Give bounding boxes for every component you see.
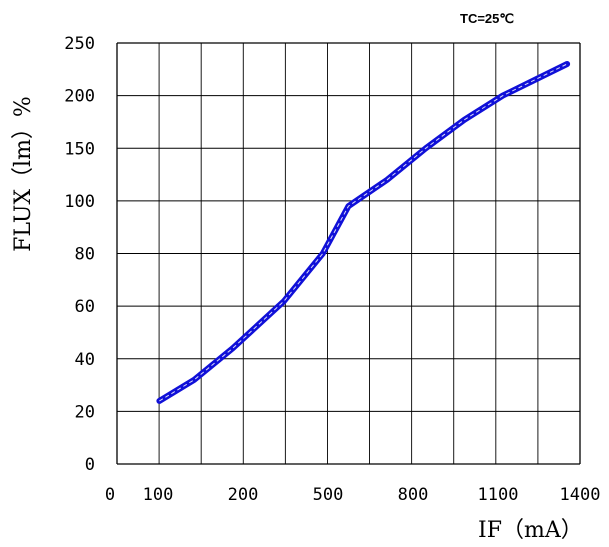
tc-annotation: TC=25℃ [460,11,514,26]
x-tick-label: 100 [143,485,174,505]
x-tick-label: 0 [105,485,115,505]
y-tick-label: 40 [75,350,95,370]
y-tick-label: 0 [85,455,95,475]
x-tick-label: 1400 [560,485,601,505]
x-tick-label: 800 [398,485,429,505]
x-tick-label: 500 [313,485,344,505]
y-axis-title: FLUX（lm）% [11,96,36,252]
series-layer [156,61,571,404]
x-axis-title: IF（mA） [478,518,583,543]
series-line-highlight [159,63,568,402]
y-tick-label: 60 [75,297,95,317]
x-tick-label: 1100 [478,485,519,505]
grid-layer [116,42,581,465]
x-tick-label: 200 [228,485,259,505]
y-tick-label: 20 [75,402,95,422]
y-tick-label: 100 [64,192,95,212]
y-tick-label: 80 [75,245,95,265]
series-line [156,61,571,404]
y-tick-label: 200 [64,87,95,107]
tick-label-layer: 0 20 40 60 80 100 150 200 250 0 100 200 500 800 1100 14… [64,34,600,505]
y-tick-label: 150 [64,139,95,159]
y-tick-label: 250 [64,34,95,54]
